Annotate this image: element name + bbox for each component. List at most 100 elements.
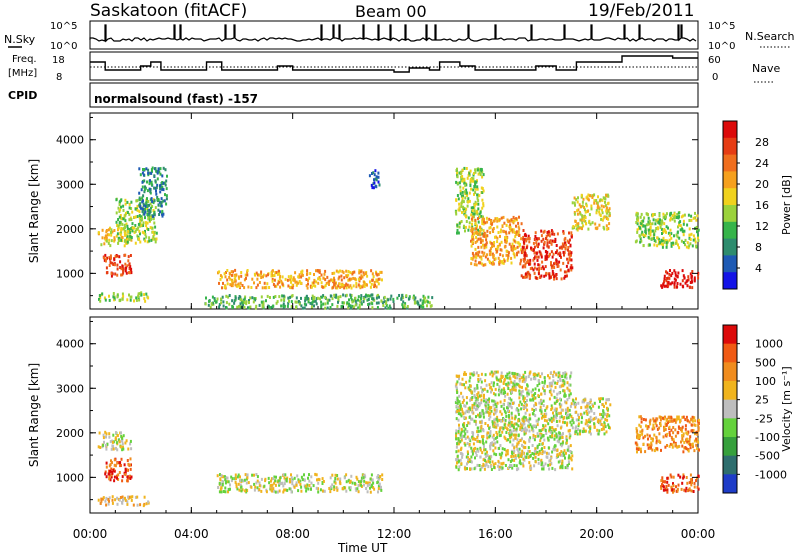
power-cell (108, 264, 111, 267)
velocity-cell (554, 415, 557, 419)
power-cell (482, 253, 485, 257)
power-cell (130, 200, 133, 204)
power-cell (98, 294, 101, 297)
power-cell (109, 261, 112, 264)
power-cell (647, 220, 650, 224)
velocity-cell (219, 473, 221, 477)
velocity-cell (377, 487, 380, 491)
velocity-cell (456, 380, 459, 384)
velocity-cell (662, 435, 665, 439)
power-cell (653, 233, 656, 237)
velocity-cell (687, 442, 690, 446)
velocity-cell (273, 489, 276, 493)
power-cell (553, 240, 556, 244)
power-cell (375, 296, 378, 300)
velocity-cell (527, 390, 530, 394)
power-cell (101, 236, 104, 240)
power-cell (545, 253, 548, 257)
power-cell (641, 230, 644, 234)
velocity-cell (517, 419, 520, 423)
velocity-cell (656, 447, 659, 451)
velocity-cell (693, 416, 696, 420)
velocity-cell (640, 450, 642, 454)
power-cell (543, 229, 546, 233)
power-cell (686, 284, 689, 288)
power-cell (674, 271, 677, 275)
velocity-cell (557, 411, 560, 415)
power-cell (226, 282, 229, 286)
velocity-cell (465, 372, 467, 376)
power-cell (276, 272, 279, 276)
velocity-cell (636, 436, 639, 440)
power-cell (682, 233, 685, 237)
power-colorbar-seg (723, 154, 737, 172)
power-cell (325, 281, 328, 285)
power-cell (238, 285, 241, 289)
power-cell (276, 300, 279, 304)
velocity-cell (480, 394, 483, 398)
power-cell (493, 258, 496, 262)
velocity-cell (238, 488, 241, 492)
power-cell (463, 179, 466, 183)
power-cell (118, 209, 121, 213)
velocity-cell (236, 487, 239, 491)
velocity-cell (360, 476, 363, 480)
velocity-cell (686, 489, 689, 493)
velocity-cell (455, 386, 458, 390)
velocity-cell (459, 405, 462, 409)
power-cell (121, 222, 124, 226)
power-cell (119, 208, 122, 212)
power-cell (563, 276, 566, 280)
velocity-cell (600, 397, 602, 401)
power-cell (138, 216, 141, 220)
power-cell (143, 297, 146, 301)
velocity-cell (639, 430, 642, 434)
velocity-cell (469, 398, 472, 402)
velocity-cell (470, 391, 473, 395)
velocity-cell (356, 487, 359, 491)
power-cell (668, 233, 671, 237)
velocity-cell (491, 420, 494, 424)
power-cell (458, 202, 461, 206)
velocity-cell (593, 416, 596, 420)
power-cell (354, 303, 357, 307)
power-cell (496, 219, 499, 223)
power-cell (564, 236, 567, 240)
power-cell (166, 174, 168, 178)
power-cell (660, 242, 663, 246)
velocity-cell (466, 450, 469, 454)
power-cell (665, 277, 668, 280)
nsky-line (89, 24, 697, 43)
power-cell (505, 240, 508, 244)
velocity-cell (476, 463, 479, 467)
power-cell (533, 271, 536, 275)
velocity-cell (290, 473, 292, 477)
power-cell (474, 241, 477, 244)
velocity-cell (499, 390, 502, 394)
velocity-cell (686, 481, 689, 485)
velocity-region-3 (216, 472, 384, 494)
power-cell (689, 238, 692, 241)
power-cell (402, 296, 405, 300)
velocity-cell (475, 371, 478, 375)
velocity-cell (273, 481, 276, 485)
power-region-1 (102, 253, 133, 278)
velocity-cell (575, 410, 578, 414)
velocity-cell (510, 432, 513, 436)
power-cell (458, 208, 461, 212)
velocity-colorbar-seg (723, 325, 737, 345)
power-cell (287, 284, 290, 288)
velocity-cell (604, 401, 607, 405)
velocity-cell (538, 429, 541, 433)
power-cell (684, 281, 687, 285)
velocity-cell (107, 499, 110, 503)
velocity-cell (458, 394, 461, 398)
power-cell (537, 242, 540, 246)
velocity-cell (467, 458, 470, 461)
power-cell (359, 299, 361, 303)
power-cell (470, 262, 473, 266)
power-cell (295, 283, 298, 287)
velocity-cell (599, 400, 601, 403)
power-region-5 (217, 268, 383, 290)
velocity-cell (507, 409, 510, 412)
